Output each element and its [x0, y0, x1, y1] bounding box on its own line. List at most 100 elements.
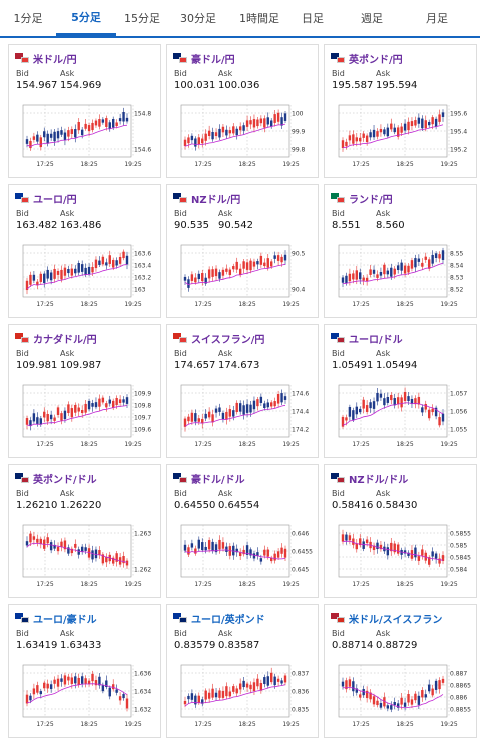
candle — [190, 274, 194, 281]
candle — [273, 676, 276, 686]
pair-name[interactable]: ランド/円 — [349, 194, 393, 206]
candle — [125, 560, 129, 566]
mini-candle-chart[interactable]: 174.6 174.4 174.2 17:25 18:25 19:25 — [171, 381, 317, 455]
pair-name[interactable]: 英ポンド/円 — [349, 54, 403, 66]
rate-card[interactable]: NZドル/ドル Bid Ask 0.58416 0.58430 0.5855 0.58… — [324, 464, 477, 598]
rate-card[interactable]: 豪ドル/円 Bid Ask 100.031 100.036 100 99.9 99.8 1… — [166, 44, 319, 178]
moving-average-line — [184, 123, 286, 147]
ask-value: 1.26220 — [60, 500, 102, 511]
candle — [421, 118, 424, 129]
mini-candle-chart[interactable]: 0.837 0.836 0.835 17:25 18:25 19:25 — [171, 661, 317, 735]
candle — [355, 137, 358, 142]
tab-6[interactable]: 週足 — [361, 12, 383, 25]
candle — [431, 688, 434, 696]
pair-name[interactable]: カナダドル/円 — [33, 334, 97, 346]
tab-1[interactable]: 5分足 — [56, 0, 116, 36]
moving-average-line — [26, 683, 128, 703]
candle — [359, 272, 362, 280]
rate-card[interactable]: ランド/円 Bid Ask 8.551 8.560 8.55 8.54 8.53 8.52… — [324, 184, 477, 318]
mini-candle-chart[interactable]: 1.636 1.634 1.632 17:25 18:25 19:25 — [13, 661, 159, 735]
rate-card[interactable]: NZドル/円 Bid Ask 90.535 90.542 90.5 90.4 17:25… — [166, 184, 319, 318]
pair-name[interactable]: 英ポンド/ドル — [33, 474, 97, 486]
pair-name[interactable]: 豪ドル/ドル — [191, 474, 245, 486]
candle — [91, 122, 94, 131]
candle — [201, 273, 204, 282]
candle — [228, 409, 232, 417]
tab-2[interactable]: 15分足 — [124, 12, 160, 25]
y-tick-label: 174.6 — [292, 391, 309, 398]
x-tick-label: 18:25 — [80, 161, 97, 168]
rate-card[interactable]: スイスフラン/円 Bid Ask 174.657 174.673 174.6 174.… — [166, 324, 319, 458]
candle — [46, 413, 49, 422]
bid-value: 174.657 — [174, 360, 216, 371]
mini-candle-chart[interactable]: 195.6 195.4 195.2 17:25 18:25 19:25 — [329, 101, 475, 175]
tab-7[interactable]: 月足 — [426, 12, 448, 25]
rate-card[interactable]: ユーロ/英ポンド Bid Ask 0.83579 0.83587 0.837 0.83… — [166, 604, 319, 738]
candle — [390, 542, 393, 552]
y-tick-label: 8.54 — [450, 263, 464, 270]
candle — [424, 403, 427, 410]
candle — [235, 688, 238, 694]
pair-name[interactable]: NZドル/円 — [191, 194, 241, 206]
y-tick-label: 0.8855 — [450, 707, 471, 714]
candle — [29, 140, 32, 149]
x-tick-label: 17:25 — [352, 161, 369, 168]
candle — [428, 409, 431, 419]
mini-candle-chart[interactable]: 90.5 90.4 17:25 18:25 19:25 — [171, 241, 317, 315]
rate-card[interactable]: カナダドル/円 Bid Ask 109.981 109.987 109.9 109.8… — [8, 324, 161, 458]
candle — [369, 692, 372, 700]
pair-name[interactable]: ユーロ/豪ドル — [33, 614, 97, 626]
pair-name[interactable]: ユーロ/円 — [33, 194, 77, 206]
mini-candle-chart[interactable]: 0.887 0.8865 0.886 0.8855 17:25 18:25 19:25 — [329, 661, 475, 735]
tab-3[interactable]: 30分足 — [180, 12, 216, 25]
pair-name[interactable]: ユーロ/ドル — [349, 334, 403, 346]
rate-card[interactable]: ユーロ/円 Bid Ask 163.482 163.486 163.6 163.4 16… — [8, 184, 161, 318]
tab-4[interactable]: 1時間足 — [239, 12, 279, 25]
rate-card[interactable]: 英ポンド/ドル Bid Ask 1.26210 1.26220 1.263 1.262… — [8, 464, 161, 598]
mini-candle-chart[interactable]: 163.6 163.4 163.2 163 17:25 18:25 19:25 — [13, 241, 159, 315]
pair-name[interactable]: ユーロ/英ポンド — [191, 614, 265, 626]
plot-frame — [180, 244, 290, 298]
mini-candle-chart[interactable]: 8.55 8.54 8.53 8.52 17:25 18:25 19:25 — [329, 241, 475, 315]
mini-candle-chart[interactable]: 1.057 1.056 1.055 17:25 18:25 19:25 — [329, 381, 475, 455]
candle — [273, 553, 276, 561]
x-tick-label: 18:25 — [396, 581, 413, 588]
mini-candle-chart[interactable]: 100 99.9 99.8 17:25 18:25 19:25 — [171, 101, 317, 175]
mini-candle-chart[interactable]: 1.263 1.262 17:25 18:25 19:25 — [13, 521, 159, 595]
pair-name[interactable]: スイスフラン/円 — [191, 334, 265, 346]
rate-card[interactable]: ユーロ/ドル Bid Ask 1.05491 1.05494 1.057 1.056 1… — [324, 324, 477, 458]
candle — [362, 541, 365, 549]
rate-card[interactable]: ユーロ/豪ドル Bid Ask 1.63419 1.63433 1.636 1.634… — [8, 604, 161, 738]
bid-label: Bid — [332, 489, 345, 498]
candle — [201, 699, 204, 704]
candle — [270, 120, 273, 127]
mini-candle-chart[interactable]: 109.9 109.8 109.7 109.6 17:25 18:25 19:25 — [13, 381, 159, 455]
tab-5[interactable]: 日足 — [302, 12, 324, 25]
x-tick-label: 19:25 — [282, 441, 299, 448]
candle — [396, 127, 400, 137]
candle — [390, 394, 393, 401]
rate-card[interactable]: 英ポンド/円 Bid Ask 195.587 195.594 195.6 195.4 1… — [324, 44, 477, 178]
y-tick-label: 99.8 — [292, 147, 306, 154]
candle — [431, 254, 434, 264]
candle — [228, 130, 232, 134]
tab-0[interactable]: 1分足 — [13, 12, 43, 25]
candle — [400, 262, 403, 271]
mini-candle-chart[interactable]: 0.5855 0.585 0.5845 0.584 17:25 18:25 19:25 — [329, 521, 475, 595]
candle — [410, 398, 414, 405]
rate-card[interactable]: 米ドル/円 Bid Ask 154.967 154.969 154.8 154.6 17… — [8, 44, 161, 178]
mini-candle-chart[interactable]: 154.8 154.6 17:25 18:25 19:25 — [13, 101, 159, 175]
rate-card[interactable]: 米ドル/スイスフラン Bid Ask 0.88714 0.88729 0.887 0.… — [324, 604, 477, 738]
candle — [39, 137, 42, 148]
candle — [32, 136, 36, 140]
candle — [345, 275, 348, 284]
pair-name[interactable]: 米ドル/スイスフラン — [349, 614, 443, 626]
candle — [396, 397, 400, 405]
ask-label: Ask — [60, 629, 75, 638]
pair-name[interactable]: 豪ドル/円 — [191, 54, 235, 66]
pair-name[interactable]: NZドル/ドル — [349, 474, 409, 486]
candle — [94, 120, 98, 126]
mini-candle-chart[interactable]: 0.646 0.6455 0.645 17:25 18:25 19:25 — [171, 521, 317, 595]
pair-name[interactable]: 米ドル/円 — [33, 54, 77, 66]
rate-card[interactable]: 豪ドル/ドル Bid Ask 0.64550 0.64554 0.646 0.6455… — [166, 464, 319, 598]
